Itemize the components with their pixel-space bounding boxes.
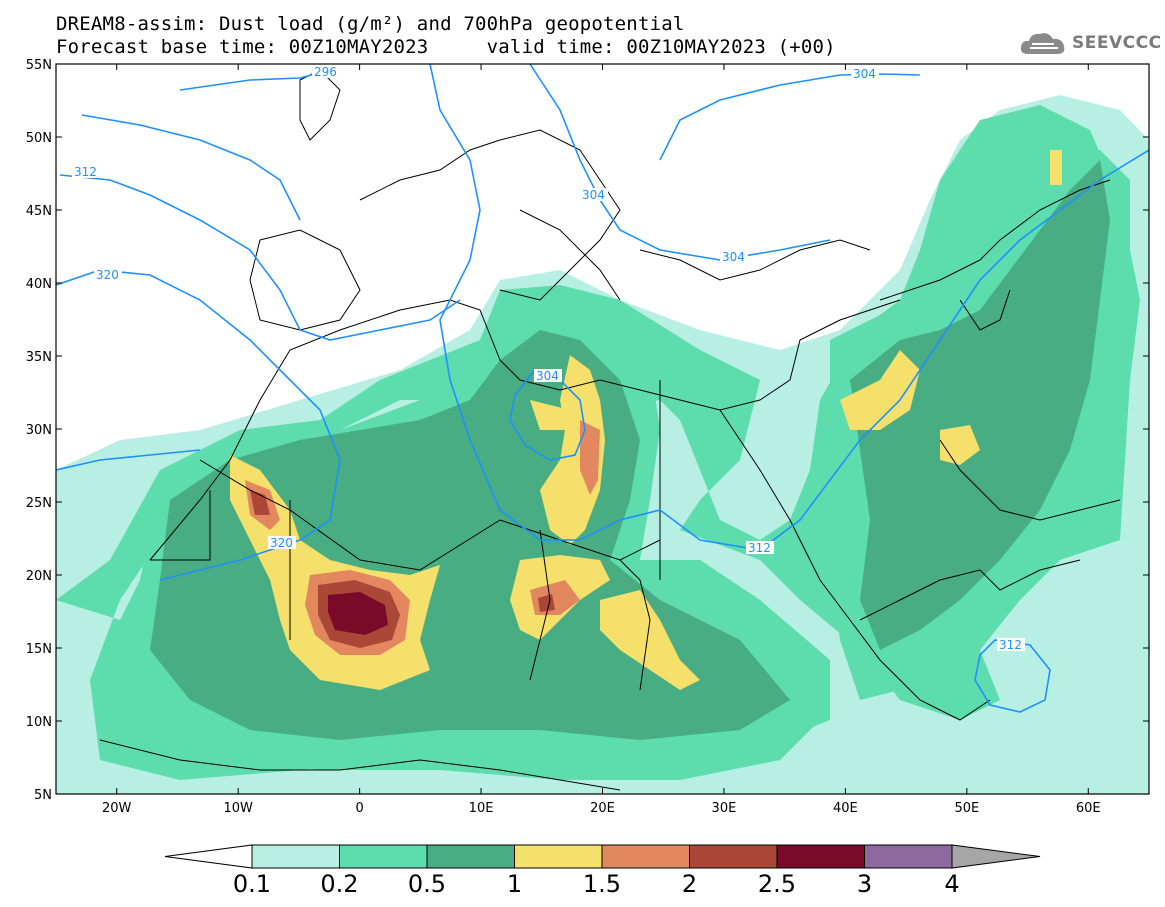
colorbar-tick-label: 1: [507, 870, 522, 898]
valid-time: valid time: 00Z10MAY2023 (+00): [486, 36, 836, 58]
lon-label: 10W: [223, 801, 253, 816]
lat-label: 10N: [26, 715, 52, 730]
colorbar: 0.1 0.2 0.5 1 1.5 2 2.5 3 4: [164, 844, 1041, 898]
contour-label: 312: [748, 541, 771, 555]
colorbar-swatch: [251, 844, 340, 869]
lat-label: 30N: [26, 423, 52, 438]
lon-label: 20E: [590, 801, 615, 816]
lat-label: 40N: [26, 277, 52, 292]
contour-label: 304: [853, 67, 876, 81]
lat-label: 35N: [26, 350, 52, 365]
colorbar-tick-label: 1.5: [583, 870, 621, 898]
colorbar-swatch: [776, 844, 865, 869]
contour-label: 304: [722, 250, 745, 264]
lon-label: 0: [355, 801, 363, 816]
lat-label: 25N: [26, 496, 52, 511]
lon-label: 20W: [102, 801, 132, 816]
colorbar-swatch: [339, 844, 428, 869]
logo-text: SEEVCCC: [1072, 33, 1162, 53]
colorbar-swatch: [601, 844, 690, 869]
seevccc-logo: SEEVCCC: [1018, 26, 1162, 60]
lat-label: 55N: [26, 58, 52, 73]
lon-label: 10E: [469, 801, 494, 816]
lon-label: 60E: [1076, 801, 1101, 816]
axis-ticks: 55N 50N 45N 40N 35N 30N 25N 20N 15N 10N 5N 20W 10W 0 1…: [26, 58, 1149, 816]
contour-label: 304: [582, 188, 605, 202]
colorbar-tick-label: 4: [944, 870, 959, 898]
lat-label: 20N: [26, 569, 52, 584]
contour-label: 320: [96, 268, 119, 282]
colorbar-swatch: [426, 844, 515, 869]
colorbar-tick-label: 0.1: [233, 870, 271, 898]
contour-labels: 296 304 312 320 304 304 304 320 312 312: [72, 65, 1025, 652]
colorbar-tick-label: 2: [682, 870, 697, 898]
lat-label: 5N: [34, 788, 52, 803]
colorbar-min-arrow: [164, 844, 253, 869]
colorbar-swatch: [514, 844, 603, 869]
colorbar-tick-label: 2.5: [758, 870, 796, 898]
contour-label: 320: [270, 536, 293, 550]
colorbar-tick-label: 0.2: [320, 870, 358, 898]
lon-label: 30E: [712, 801, 737, 816]
contour-label: 304: [536, 369, 559, 383]
contour-label: 296: [314, 65, 337, 79]
cloud-icon: [1020, 33, 1065, 54]
contour-label: 312: [74, 165, 97, 179]
lon-label: 50E: [954, 801, 979, 816]
dust-level-2: [250, 490, 270, 515]
colorbar-swatch: [689, 844, 778, 869]
lat-label: 45N: [26, 204, 52, 219]
lat-label: 50N: [26, 131, 52, 146]
colorbar-swatch: [864, 844, 953, 869]
colorbar-max-arrow: [951, 844, 1041, 869]
contour-label: 312: [999, 638, 1022, 652]
map-title: DREAM8-assim: Dust load (g/m²) and 700hP…: [56, 13, 685, 35]
colorbar-tick-label: 0.5: [408, 870, 446, 898]
forecast-time-line: Forecast base time: 00Z10MAY2023 valid t…: [56, 37, 836, 57]
dust-level-2.5: [328, 592, 388, 635]
dust-field: [56, 64, 1149, 794]
lat-label: 15N: [26, 642, 52, 657]
coastlines: [99, 69, 1121, 791]
colorbar-tick-label: 3: [857, 870, 872, 898]
forecast-base-time: Forecast base time: 00Z10MAY2023: [56, 36, 429, 58]
lon-label: 40E: [833, 801, 858, 816]
